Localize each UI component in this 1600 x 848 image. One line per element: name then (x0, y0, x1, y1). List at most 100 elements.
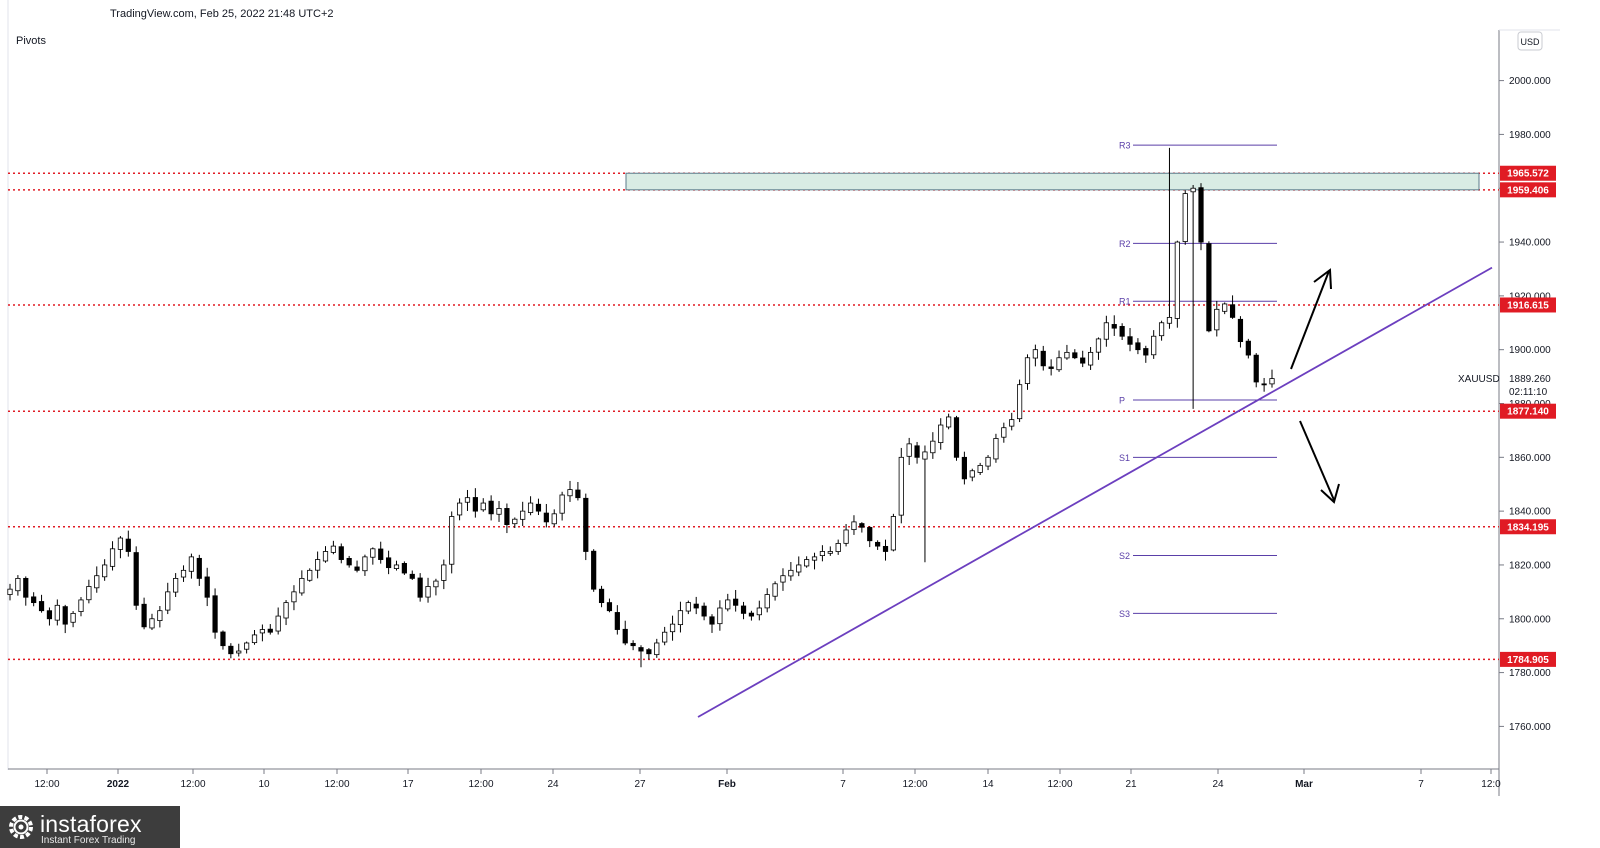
candle-body (338, 546, 344, 560)
candle-body (362, 556, 368, 572)
candle-body (662, 631, 668, 643)
down-arrow[interactable] (1299, 420, 1340, 504)
candle-body (472, 497, 478, 512)
candle-body (1103, 322, 1109, 340)
candle-body (417, 577, 423, 598)
candle-body (354, 566, 360, 571)
candle-body (86, 586, 92, 601)
x-tick-label: 12:00 (324, 779, 349, 790)
price-tag-label: 1965.572 (1507, 169, 1549, 180)
candle-body (804, 559, 810, 567)
x-tick-label: Mar (1295, 779, 1313, 790)
candle-body (551, 513, 557, 525)
price-tag (1500, 297, 1556, 313)
candle-body (188, 556, 195, 572)
candle-body (1072, 352, 1078, 359)
candle-body (1001, 427, 1007, 438)
candle-body (669, 623, 676, 633)
candle-body (31, 596, 37, 604)
price-tag-label: 1877.140 (1507, 407, 1549, 418)
y-tick-label: 1760.000 (1509, 722, 1551, 733)
candle-body (788, 569, 794, 577)
x-tick-label: 7 (1418, 779, 1424, 790)
candle-body (527, 502, 534, 513)
trendline[interactable] (697, 266, 1493, 718)
candle-body (1032, 349, 1038, 359)
symbol-label: XAUUSD (1458, 374, 1500, 385)
candle-body (1056, 357, 1062, 371)
indicator-label[interactable]: Pivots (16, 35, 46, 47)
candle-body (1017, 384, 1023, 420)
candle-body (480, 502, 486, 511)
candle-body (764, 594, 770, 609)
up-arrow[interactable] (1290, 268, 1332, 370)
x-tick-label: 12:00 (180, 779, 205, 790)
candle-body (1024, 357, 1031, 384)
candle-body (748, 612, 755, 617)
candle-body (1214, 308, 1220, 331)
candle-body (449, 516, 455, 565)
candle-body (441, 564, 447, 581)
candles (7, 147, 1275, 668)
candle-body (1151, 335, 1157, 356)
x-tick-label: Feb (718, 779, 736, 790)
x-tick-label: 12:00 (1047, 779, 1072, 790)
candle-body (393, 564, 400, 569)
candle-body (1119, 326, 1125, 337)
candle-body (827, 551, 833, 554)
x-tick-label: 12:00 (34, 779, 59, 790)
candle-body (125, 538, 131, 552)
candle-body (1190, 187, 1196, 193)
candle-body (843, 529, 849, 544)
candle-body (1111, 324, 1117, 329)
candle-body (1174, 241, 1180, 319)
candle-body (1095, 338, 1102, 353)
candle-body (1229, 304, 1236, 318)
candle-body (1269, 378, 1275, 385)
candle-body (370, 548, 376, 558)
candle-body (693, 603, 699, 609)
candle-body (62, 606, 68, 625)
currency-button[interactable]: USD (1517, 31, 1543, 51)
candle-body (165, 591, 171, 611)
candle-body (1135, 342, 1141, 351)
candle-body (157, 610, 163, 621)
candle-body (875, 541, 881, 547)
candle-body (433, 580, 439, 588)
candle-body (1198, 187, 1204, 243)
candle-body (291, 591, 297, 603)
candle-body (591, 550, 597, 590)
x-tick-label: 12:0 (1481, 779, 1501, 790)
instaforex-watermark: instaforex Instant Forex Trading (0, 806, 180, 848)
countdown-label: 02:11:10 (1509, 387, 1548, 398)
candle-body (1237, 318, 1244, 343)
candle-body (819, 551, 826, 557)
candle-body (149, 618, 155, 629)
candle-body (1261, 383, 1267, 386)
x-tick-label: 24 (547, 779, 559, 790)
pivot-label: R1 (1119, 297, 1131, 307)
candle-body (638, 647, 644, 652)
pivot-label: R2 (1119, 239, 1131, 249)
candle-body (109, 548, 116, 567)
candle-body (946, 416, 952, 428)
candle-body (1182, 193, 1188, 242)
last-price-label: 1889.260 (1509, 374, 1551, 385)
candle-body (94, 575, 100, 589)
candle-body (914, 445, 920, 458)
candle-body (922, 451, 928, 460)
candle-body (299, 578, 305, 594)
candle-body (180, 569, 187, 578)
candle-body (938, 424, 944, 444)
x-tick-label: 27 (634, 779, 646, 790)
candle-body (677, 610, 684, 626)
candle-body (1048, 366, 1054, 369)
candle-body (1064, 351, 1070, 359)
candle-body (401, 563, 407, 574)
time-axis[interactable]: 12:00 2022 12:00 10 12:00 17 12:00 24 27 Feb 7 12:0… (34, 769, 1501, 790)
candle-body (717, 607, 723, 625)
candle-body (133, 552, 139, 606)
y-tick-label: 1780.000 (1509, 668, 1551, 679)
x-tick-label: 12:00 (902, 779, 927, 790)
